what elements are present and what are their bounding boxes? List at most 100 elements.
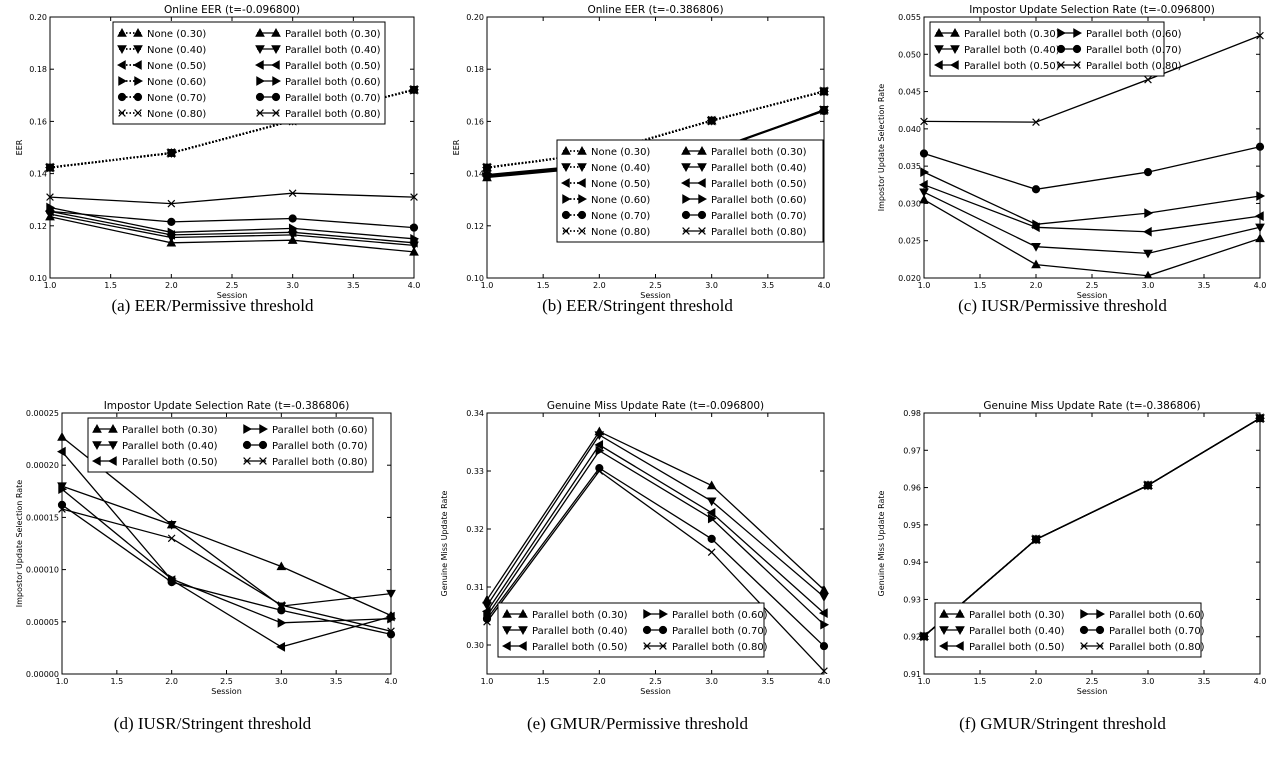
legend-marker [133,45,143,55]
data-point [594,440,604,450]
legend-label: Parallel both (0.50) [969,642,1065,653]
legend-marker [1096,609,1106,619]
legend-marker [934,27,944,37]
legend-marker [108,423,118,433]
legend-marker [108,441,118,451]
series-line [923,34,1261,123]
data-point [706,507,716,518]
legend-label: Parallel both (0.70) [1086,45,1182,56]
legend-marker [681,145,691,155]
data-point [167,578,176,587]
series-line [923,171,1261,225]
data-point [1031,242,1041,252]
y-tick-label: 0.025 [898,237,921,246]
x-tick-label: 4.0 [818,677,831,686]
y-tick-label: 0.14 [466,170,484,179]
y-tick-label: 0.91 [903,670,921,679]
legend-marker [272,109,280,117]
legend-label: Parallel both (0.50) [532,642,628,653]
legend-label: None (0.50) [147,61,206,72]
panel-d: Impostor Update Selection Rate (t=-0.386… [0,396,425,766]
legend-marker [681,163,691,173]
legend: Parallel both (0.30) Parallel both (0.40)… [497,602,768,658]
series-line [49,210,415,229]
caption-b: (b) EER/Stringent threshold [542,296,733,315]
legend-marker [271,27,281,37]
legend-marker [950,45,960,55]
x-tick-label: 2.0 [593,677,606,686]
chart-title: Genuine Miss Update Rate (t=-0.386806) [983,400,1200,412]
legend-marker [1073,61,1081,69]
x-tick-label: 3.5 [1198,281,1211,290]
legend-label: Parallel both (0.40) [285,45,381,56]
y-tick-label: 0.18 [29,65,47,74]
legend-marker [117,27,127,37]
x-tick-label: 4.0 [818,281,831,290]
y-tick-label: 0.34 [466,409,484,418]
legend-label: None (0.80) [591,227,650,238]
y-tick-label: 0.020 [898,274,921,283]
series-line [486,444,825,614]
x-tick-label: 2.0 [1030,281,1043,290]
data-point [276,561,287,571]
y-tick-label: 0.33 [466,467,484,476]
legend: Parallel both (0.30) Parallel both (0.40)… [929,21,1182,77]
x-tick-label: 2.5 [649,677,662,686]
x-tick-label: 1.5 [104,281,117,290]
legend-marker [134,109,142,117]
legend-label: None (0.60) [147,77,206,88]
x-tick-label: 2.0 [165,677,178,686]
y-tick-label: 0.00015 [26,513,59,522]
legend-marker [118,76,128,86]
data-point [706,497,717,507]
data-point [707,548,716,557]
plot-frame [923,412,1261,675]
legend-marker [578,194,588,204]
legend-label: Parallel both (0.50) [122,457,218,468]
data-point [1032,219,1042,230]
plot-frame [923,16,1261,279]
chart-gmur-stringent: Genuine Miss Update Rate (t=-0.386806) 1.… [877,400,1267,696]
x-tick-label: 4.0 [1254,677,1267,686]
x-tick-label: 1.5 [110,677,123,686]
x-tick-label: 1.5 [974,677,987,686]
chart-gmur-permissive: Genuine Miss Update Rate (t=-0.096800) 1.… [440,400,831,696]
panel-c: Impostor Update Selection Rate (t=-0.096… [850,0,1275,370]
legend-marker [256,109,264,117]
legend-marker [1056,44,1066,54]
x-tick-label: 3.5 [1198,677,1211,686]
chart-title: Online EER (t=-0.386806) [587,4,723,16]
legend-marker [1080,609,1090,619]
legend-label: Parallel both (0.60) [1086,29,1182,40]
x-tick-label: 2.0 [1030,677,1043,686]
legend-marker [1080,642,1088,650]
series-line [49,210,415,244]
data-point [707,513,717,524]
data-point [706,480,717,490]
legend-marker [132,60,142,70]
legend-label: Parallel both (0.60) [1109,610,1205,621]
y-tick-label: 0.00020 [26,461,59,470]
legend-marker [1096,642,1104,650]
series-line [486,434,825,606]
series-line [923,191,1261,255]
legend-marker [271,45,281,55]
legend-marker [933,60,943,70]
x-tick-label: 1.5 [537,677,550,686]
y-tick-label: 0.20 [29,13,47,22]
plot-area [918,413,1266,642]
chart-iusr-stringent: Impostor Update Selection Rate (t=-0.386… [15,400,397,696]
x-tick-label: 2.0 [593,281,606,290]
legend-marker [1079,625,1089,635]
x-axis-label: Session [640,291,671,300]
legend-label: Parallel both (0.30) [969,610,1065,621]
legend-marker [255,27,265,37]
legend-marker [243,424,253,434]
legend-marker [1095,625,1105,635]
legend-marker [697,210,707,220]
data-point [707,534,716,543]
legend-marker [116,60,126,70]
legend: None (0.30) None (0.40) None (0.50) None (0… [112,21,386,125]
chart-title: Genuine Miss Update Rate (t=-0.096800) [547,400,764,412]
x-axis-label: Session [1077,291,1108,300]
